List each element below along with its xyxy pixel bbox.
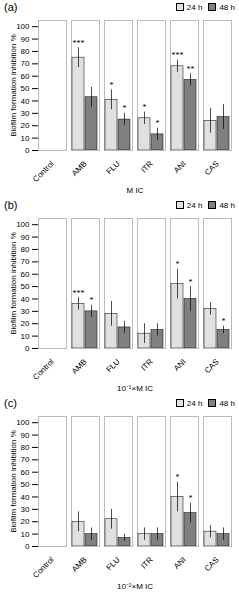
svg-text:30: 30 bbox=[21, 505, 30, 514]
svg-text:100: 100 bbox=[16, 22, 30, 31]
html-text:(c): (c) bbox=[4, 397, 17, 409]
html-text:(b): (b) bbox=[4, 199, 18, 211]
svg-text:AMB: AMB bbox=[70, 555, 89, 574]
html-text:24 h: 24 h bbox=[186, 398, 203, 408]
svg-text:AMB: AMB bbox=[70, 159, 89, 178]
svg-text:***: *** bbox=[73, 39, 85, 48]
svg-text:*: * bbox=[110, 81, 114, 90]
svg-text:20: 20 bbox=[21, 517, 30, 526]
svg-text:10⁻²×M IC: 10⁻²×M IC bbox=[117, 582, 153, 591]
svg-text:50: 50 bbox=[21, 84, 30, 93]
svg-text:30: 30 bbox=[21, 307, 30, 316]
svg-text:50: 50 bbox=[21, 282, 30, 291]
svg-text:ITR: ITR bbox=[139, 159, 155, 175]
svg-text:20: 20 bbox=[21, 319, 30, 328]
svg-text:CAS: CAS bbox=[203, 357, 221, 375]
svg-text:M IC: M IC bbox=[127, 186, 144, 195]
svg-text:FLU: FLU bbox=[105, 555, 122, 572]
html-text:24 h: 24 h bbox=[186, 200, 203, 210]
svg-text:FLU: FLU bbox=[105, 357, 122, 374]
svg-text:ANI: ANI bbox=[172, 357, 188, 373]
svg-text:30: 30 bbox=[21, 109, 30, 118]
svg-text:Control: Control bbox=[31, 159, 56, 184]
svg-text:10: 10 bbox=[21, 332, 30, 341]
svg-text:*: * bbox=[222, 317, 226, 326]
svg-text:80: 80 bbox=[21, 443, 30, 452]
svg-text:10⁻¹×M IC: 10⁻¹×M IC bbox=[117, 384, 153, 393]
svg-text:*: * bbox=[189, 278, 193, 287]
svg-text:0: 0 bbox=[25, 344, 30, 353]
svg-text:*: * bbox=[156, 119, 160, 128]
svg-text:ANI: ANI bbox=[172, 555, 188, 571]
svg-text:70: 70 bbox=[21, 59, 30, 68]
svg-text:50: 50 bbox=[21, 480, 30, 489]
svg-text:60: 60 bbox=[21, 72, 30, 81]
svg-text:100: 100 bbox=[16, 418, 30, 427]
svg-text:100: 100 bbox=[16, 220, 30, 229]
svg-text:AMB: AMB bbox=[70, 357, 89, 376]
svg-text:***: *** bbox=[73, 289, 85, 298]
html-text:48 h: 48 h bbox=[219, 398, 235, 408]
svg-text:Control: Control bbox=[31, 357, 56, 382]
svg-text:FLU: FLU bbox=[105, 159, 122, 176]
svg-text:60: 60 bbox=[21, 468, 30, 477]
svg-text:40: 40 bbox=[21, 97, 30, 106]
html-text:48 h: 48 h bbox=[219, 200, 235, 210]
svg-text:20: 20 bbox=[21, 121, 30, 130]
svg-text:10: 10 bbox=[21, 134, 30, 143]
svg-text:80: 80 bbox=[21, 47, 30, 56]
svg-text:90: 90 bbox=[21, 35, 30, 44]
svg-text:ITR: ITR bbox=[139, 555, 155, 571]
svg-text:ITR: ITR bbox=[139, 357, 155, 373]
svg-text:CAS: CAS bbox=[203, 555, 221, 573]
svg-text:Control: Control bbox=[31, 555, 56, 580]
svg-text:80: 80 bbox=[21, 245, 30, 254]
svg-text:*: * bbox=[176, 473, 180, 482]
svg-text:40: 40 bbox=[21, 493, 30, 502]
svg-text:10: 10 bbox=[21, 530, 30, 539]
svg-text:***: *** bbox=[172, 51, 184, 60]
svg-text:*: * bbox=[143, 103, 147, 112]
svg-text:0: 0 bbox=[25, 146, 30, 155]
svg-text:*: * bbox=[189, 494, 193, 503]
svg-text:*: * bbox=[176, 260, 180, 269]
svg-text:40: 40 bbox=[21, 295, 30, 304]
svg-text:ANI: ANI bbox=[172, 159, 188, 175]
svg-text:**: ** bbox=[187, 65, 195, 74]
svg-text:Biofilm formation inhibition %: Biofilm formation inhibition % bbox=[9, 34, 18, 137]
svg-text:Biofilm formation inhibition %: Biofilm formation inhibition % bbox=[9, 430, 18, 533]
svg-text:CAS: CAS bbox=[203, 159, 221, 177]
html-text:48 h: 48 h bbox=[219, 2, 235, 12]
svg-text:Biofilm formation inhibition %: Biofilm formation inhibition % bbox=[9, 232, 18, 335]
svg-text:*: * bbox=[123, 104, 127, 113]
svg-text:70: 70 bbox=[21, 455, 30, 464]
svg-text:0: 0 bbox=[25, 542, 30, 551]
svg-text:60: 60 bbox=[21, 270, 30, 279]
svg-text:*: * bbox=[90, 296, 94, 305]
svg-text:90: 90 bbox=[21, 431, 30, 440]
html-text:24 h: 24 h bbox=[186, 2, 203, 12]
svg-text:70: 70 bbox=[21, 257, 30, 266]
html-text:(a): (a) bbox=[4, 1, 18, 13]
svg-text:90: 90 bbox=[21, 233, 30, 242]
